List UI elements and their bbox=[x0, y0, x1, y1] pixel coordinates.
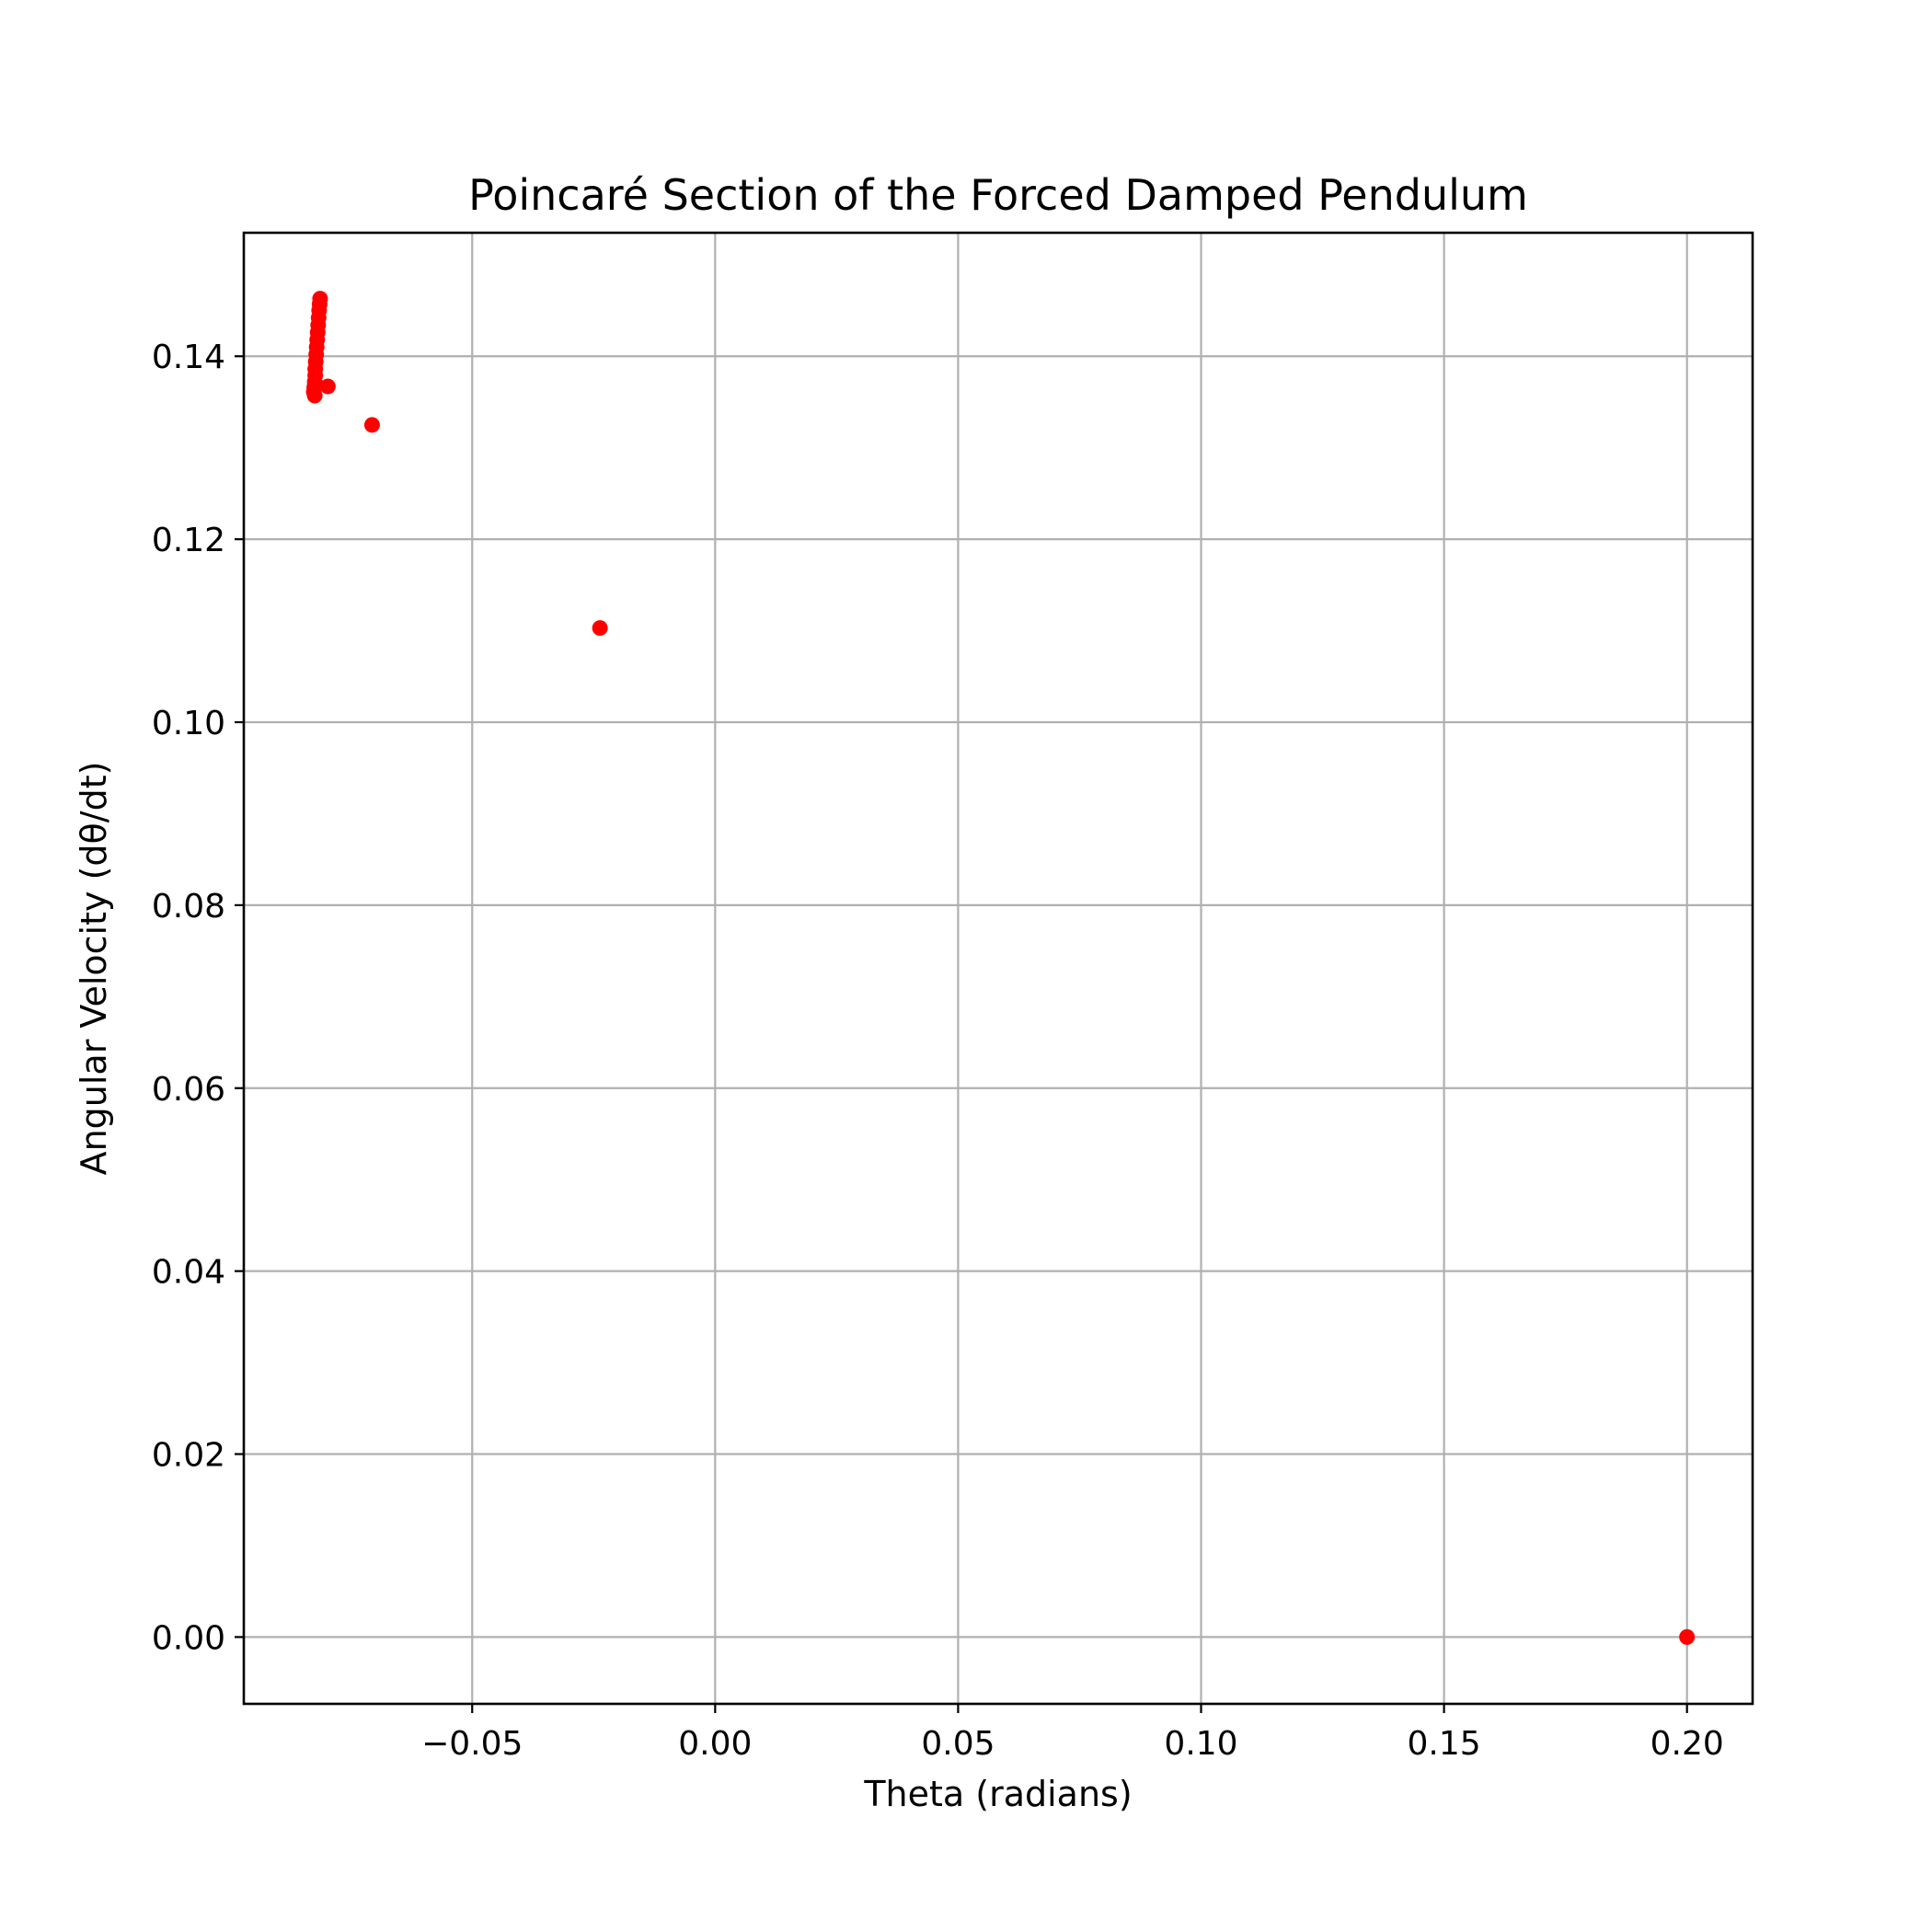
x-tick-label: −0.05 bbox=[421, 1725, 523, 1763]
x-tick-label: 0.00 bbox=[678, 1725, 752, 1763]
x-tick-label: 0.10 bbox=[1164, 1725, 1237, 1763]
y-axis-title: Angular Velocity (dθ/dt) bbox=[74, 762, 114, 1176]
y-tick-label: 0.08 bbox=[152, 888, 225, 926]
y-tick-label: 0.12 bbox=[152, 522, 225, 559]
y-tick-label: 0.04 bbox=[152, 1254, 225, 1292]
x-axis-title: Theta (radians) bbox=[863, 1774, 1132, 1814]
data-point bbox=[312, 291, 328, 307]
data-point bbox=[592, 620, 608, 637]
y-tick-label: 0.06 bbox=[152, 1071, 225, 1109]
x-tick-label: 0.15 bbox=[1408, 1725, 1481, 1763]
ticks-layer: −0.05 0.00 0.05 0.10 0.15 0.20 0.00 0.02 0.04 0.0… bbox=[152, 339, 1724, 1763]
x-tick-label: 0.05 bbox=[921, 1725, 995, 1763]
chart-title: Poincaré Section of the Forced Damped Pe… bbox=[468, 170, 1528, 220]
y-tick-label: 0.10 bbox=[152, 705, 225, 742]
y-tick-label: 0.14 bbox=[152, 339, 225, 376]
y-tick-label: 0.02 bbox=[152, 1437, 225, 1475]
grid-layer bbox=[244, 233, 1753, 1704]
y-tick-label: 0.00 bbox=[152, 1619, 225, 1657]
x-tick-label: 0.20 bbox=[1650, 1725, 1724, 1763]
plot-frame bbox=[242, 231, 1754, 1706]
data-point bbox=[319, 378, 336, 395]
data-point bbox=[363, 417, 380, 433]
data-points-layer bbox=[305, 291, 1696, 1645]
data-point bbox=[1679, 1628, 1696, 1645]
